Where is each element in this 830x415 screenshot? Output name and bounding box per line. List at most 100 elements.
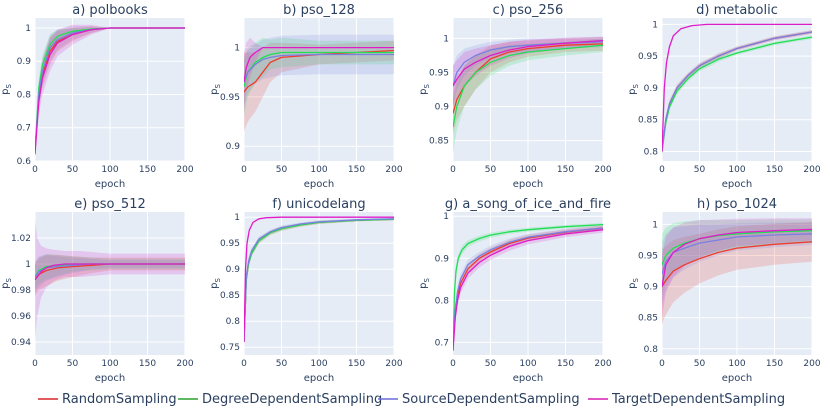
y-axis-label: pS	[0, 84, 13, 95]
y-axis-label: pS	[627, 84, 640, 95]
y-tick-label: 0.95	[638, 52, 658, 62]
x-tick-label: 50	[485, 165, 497, 175]
chart-title: d) metabolic	[696, 3, 778, 18]
series-line	[662, 233, 812, 275]
y-tick-label: 0.9	[226, 142, 241, 152]
x-tick-label: 50	[67, 359, 79, 369]
x-tick-label: 50	[694, 359, 706, 369]
series-band	[35, 26, 185, 155]
x-tick-label: 150	[139, 359, 156, 369]
legend-label: RandomSampling	[62, 392, 177, 407]
y-axis-label: pS	[209, 278, 222, 289]
series-band	[35, 26, 185, 155]
y-tick-label: 0.7	[435, 338, 449, 348]
x-tick-label: 50	[485, 359, 497, 369]
series-line	[662, 36, 812, 152]
series-line	[453, 229, 603, 351]
x-tick-label: 100	[728, 165, 745, 175]
x-tick-label: 0	[241, 165, 247, 175]
series-line	[662, 23, 812, 152]
x-tick-label: 50	[67, 165, 79, 175]
chart-title: c) pso_256	[493, 3, 564, 18]
y-tick-label: 0.8	[226, 317, 241, 327]
y-tick-label: 0.94	[11, 338, 31, 348]
x-tick-label: 150	[766, 165, 783, 175]
y-tick-label: 0.85	[638, 314, 658, 324]
x-tick-label: 100	[310, 359, 327, 369]
series-line	[244, 216, 394, 343]
y-tick-label: 0.96	[11, 312, 31, 322]
chart-title: f) unicodelang	[272, 197, 365, 212]
x-axis-label: epoch	[722, 373, 752, 384]
y-tick-label: 0.9	[17, 57, 32, 67]
chart-panel: 0 50 100 150 200 0.6 0.7 0.8 0.9 1 a) polbooks epoc…	[0, 3, 194, 190]
series-band	[453, 37, 603, 107]
x-tick-label: 200	[594, 165, 611, 175]
x-tick-label: 50	[694, 165, 706, 175]
x-tick-label: 200	[803, 359, 820, 369]
x-tick-label: 0	[32, 359, 38, 369]
legend-label: SourceDependentSampling	[402, 392, 580, 407]
y-tick-label: 0.95	[429, 68, 449, 78]
x-tick-label: 100	[728, 359, 745, 369]
series-line	[453, 44, 603, 128]
x-tick-label: 0	[450, 165, 456, 175]
x-tick-label: 200	[594, 359, 611, 369]
y-tick-label: 0.8	[644, 147, 659, 157]
series-line	[35, 27, 185, 155]
legend: RandomSampling DegreeDependentSampling Sou…	[38, 392, 785, 407]
y-axis-label: pS	[418, 278, 431, 289]
y-tick-label: 1	[443, 34, 449, 44]
series-line	[35, 263, 185, 281]
chart-panel: 0 50 100 150 200 0.7 0.8 0.9 1g) a_song_of_ice_a…	[418, 197, 612, 384]
x-axis-label: epoch	[95, 373, 125, 384]
series-line	[662, 241, 812, 287]
x-tick-label: 50	[276, 165, 288, 175]
x-axis-label: epoch	[304, 373, 334, 384]
series-line	[453, 227, 603, 347]
x-tick-label: 0	[241, 359, 247, 369]
y-axis-label: pS	[209, 84, 222, 95]
y-tick-label: 1	[652, 220, 658, 230]
legend-label: DegreeDependentSampling	[202, 392, 382, 407]
chart-panel: 0 50 100 150 200 0.75 0.8 0.85 0.9 0.95 1 f) unicod…	[209, 197, 403, 384]
x-tick-label: 100	[101, 359, 118, 369]
x-tick-label: 200	[803, 165, 820, 175]
x-tick-label: 150	[766, 359, 783, 369]
x-axis-label: epoch	[513, 179, 543, 190]
chart-panel: 0 50 100 150 200 0.8 0.85 0.9 0.95 1 d) metabolic e…	[627, 3, 821, 190]
y-axis-label: pS	[627, 278, 640, 289]
series-line	[453, 39, 603, 87]
y-tick-label: 1	[25, 260, 31, 270]
x-tick-label: 50	[276, 359, 288, 369]
y-tick-label: 1	[652, 20, 658, 30]
series-line	[662, 228, 812, 287]
x-tick-label: 0	[659, 165, 665, 175]
y-tick-label: 1	[234, 213, 240, 223]
series-band	[662, 221, 812, 324]
series-band	[453, 36, 603, 107]
series-line	[244, 218, 394, 343]
y-tick-label: 0.9	[644, 283, 659, 293]
y-tick-label: 0.9	[226, 265, 241, 275]
y-tick-label: 0.98	[11, 286, 31, 296]
x-tick-label: 150	[348, 359, 365, 369]
y-axis-label: pS	[0, 278, 13, 289]
y-tick-label: 0.9	[435, 254, 450, 264]
y-tick-label: 1	[443, 212, 449, 222]
x-tick-label: 150	[348, 165, 365, 175]
y-tick-label: 0.85	[220, 291, 240, 301]
x-tick-label: 150	[557, 359, 574, 369]
chart-panel: 0 50 100 150 200 0.8 0.85 0.9 0.95 1 h) pso_1024ep…	[627, 197, 821, 384]
y-tick-label: 0.9	[435, 103, 450, 113]
series-line	[244, 53, 394, 83]
y-tick-label: 0.8	[435, 296, 450, 306]
x-tick-label: 0	[659, 359, 665, 369]
chart-title: a) polbooks	[72, 3, 148, 18]
y-tick-label: 0.85	[429, 137, 449, 147]
series-band	[35, 253, 185, 290]
x-axis-label: epoch	[513, 373, 543, 384]
x-axis-label: epoch	[95, 179, 125, 190]
